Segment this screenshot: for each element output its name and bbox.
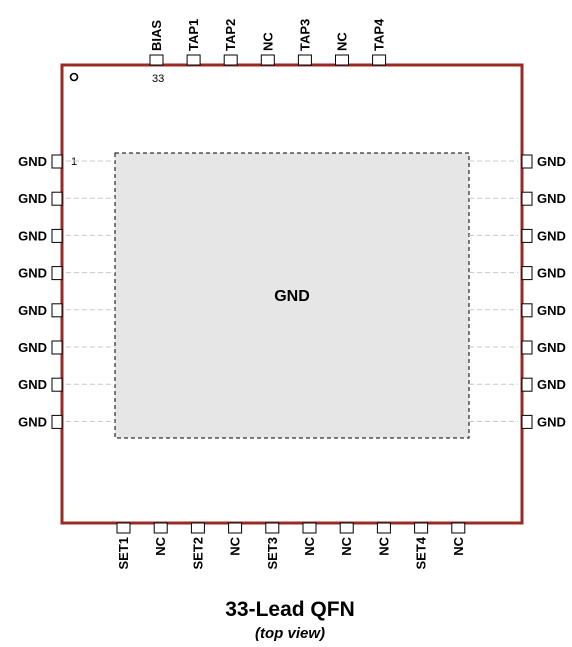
right-pin-pad — [521, 377, 533, 392]
bottom-pin-label: NC — [339, 536, 354, 555]
exposed-pad — [114, 152, 470, 439]
pin1-number: 1 — [71, 156, 77, 168]
left-pin-label: GND — [18, 266, 47, 281]
left-pin-label: GND — [18, 228, 47, 243]
left-pin-label: GND — [18, 191, 47, 206]
right-pins: GND GND GND GND GND GND GND GND — [521, 154, 566, 429]
right-pin-pad — [521, 266, 533, 281]
exposed-pad-label: GND — [274, 288, 310, 305]
right-pin-label: GND — [537, 266, 566, 281]
right-pin-label: GND — [537, 340, 566, 355]
bottom-pin-pad — [153, 522, 168, 534]
left-pin-pad — [51, 228, 63, 243]
left-pin-label: GND — [18, 377, 47, 392]
bottom-pin-label: NC — [302, 536, 317, 555]
top-pin-pad — [223, 54, 238, 66]
bottom-pin-pad — [339, 522, 354, 534]
right-pin-pad — [521, 228, 533, 243]
left-pin-label: GND — [18, 154, 47, 169]
top-pin-label: TAP1 — [186, 19, 201, 51]
bottom-pin-label: NC — [451, 536, 466, 555]
top-pin-label: TAP4 — [372, 18, 387, 51]
left-pin-pad — [51, 191, 63, 206]
right-pin-pad — [521, 154, 533, 169]
top-pin-label: TAP3 — [297, 19, 312, 51]
right-pin-label: GND — [537, 377, 566, 392]
left-pin-pad — [51, 154, 63, 169]
right-pin-pad — [521, 303, 533, 318]
left-pin-pad — [51, 266, 63, 281]
right-pin-pad — [521, 414, 533, 429]
bottom-pin-label: NC — [153, 536, 168, 555]
right-pin-label: GND — [537, 191, 566, 206]
right-pin-label: GND — [537, 303, 566, 318]
left-pin-label: GND — [18, 340, 47, 355]
bottom-pin-label: SET1 — [116, 537, 131, 570]
left-pin-pad — [51, 340, 63, 355]
top-pin-label: TAP2 — [223, 19, 238, 51]
bottom-pin-label: SET2 — [190, 537, 205, 570]
pin33-number: 33 — [152, 73, 164, 85]
top-pin-pad — [372, 54, 387, 66]
bottom-pin-label: SET4 — [414, 536, 429, 569]
left-pin-label: GND — [18, 414, 47, 429]
bottom-pin-label: NC — [228, 536, 243, 555]
bottom-pin-pad — [116, 522, 131, 534]
bottom-pin-pad — [376, 522, 391, 534]
top-pin-pad — [186, 54, 201, 66]
top-pin-pad — [297, 54, 312, 66]
bottom-pin-label: SET3 — [265, 537, 280, 570]
left-pin-pad — [51, 377, 63, 392]
package-subtitle: (top view) — [255, 625, 325, 642]
bottom-pin-pad — [302, 522, 317, 534]
left-pin-label: GND — [18, 303, 47, 318]
left-pins: GND GND GND GND GND GND GND GND — [18, 154, 63, 429]
top-pin-pad — [335, 54, 349, 66]
left-pin-pad — [51, 414, 63, 429]
top-pin-label: NC — [260, 32, 275, 51]
right-pin-label: GND — [537, 228, 566, 243]
pin-guide-lines — [66, 160, 518, 422]
package-title: 33-Lead QFN — [225, 598, 355, 621]
right-pin-label: GND — [537, 414, 566, 429]
top-pin-label: BIAS — [149, 20, 164, 51]
right-pin-pad — [521, 191, 533, 206]
top-pin-pad — [149, 54, 164, 66]
right-pin-label: GND — [537, 154, 566, 169]
right-pin-pad — [521, 340, 533, 355]
bottom-pin-pad — [451, 522, 466, 534]
bottom-pin-label: NC — [376, 536, 391, 555]
top-pins: BIAS TAP1 TAP2 NC TAP3 NC TAP4 — [149, 18, 387, 66]
bottom-pin-pad — [190, 522, 205, 534]
bottom-pin-pad — [414, 522, 429, 534]
pin1-indicator-dot — [69, 72, 79, 82]
bottom-pins: SET1 NC SET2 NC SET3 NC NC NC SET4 NC — [116, 522, 466, 570]
top-pin-pad — [260, 54, 275, 66]
top-pin-label: NC — [335, 32, 350, 51]
bottom-pin-pad — [265, 522, 280, 534]
bottom-pin-pad — [228, 522, 243, 534]
left-pin-pad — [51, 303, 63, 318]
